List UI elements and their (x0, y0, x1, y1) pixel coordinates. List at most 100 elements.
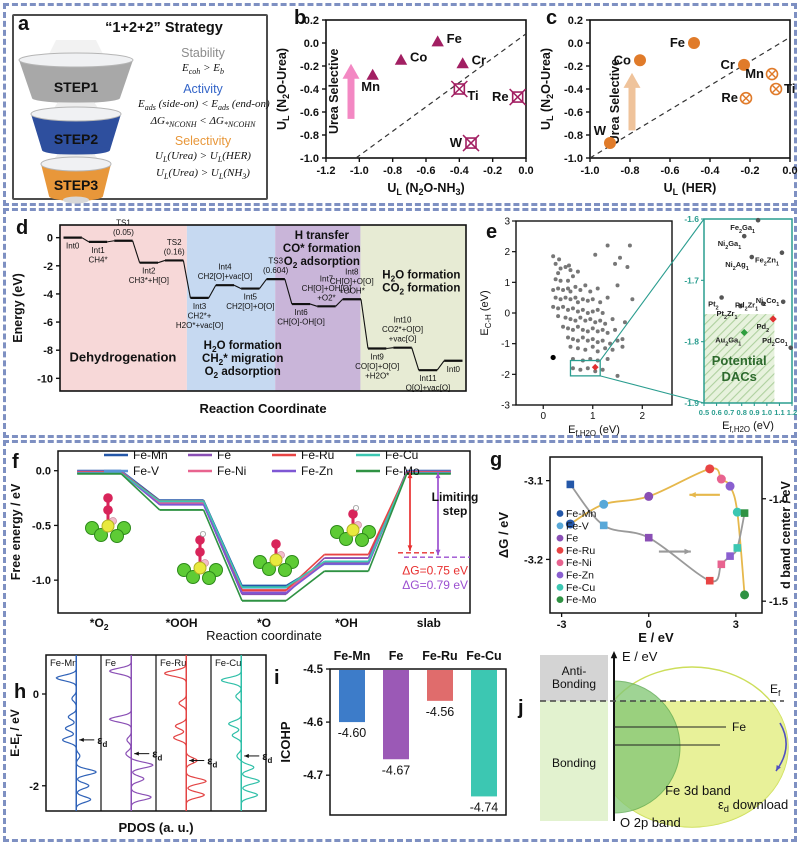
inset-point (719, 295, 724, 300)
cloud-point (610, 317, 615, 322)
cloud-point (615, 338, 620, 343)
x-axis-label: Reaction coordinate (206, 628, 322, 643)
x-tick-label: 0.0 (518, 165, 533, 177)
cloud-point (573, 295, 578, 300)
legend-swatch (556, 534, 564, 542)
legend-item: Fe-Mo (566, 594, 596, 606)
cloud-point (630, 297, 635, 302)
cloud-point (578, 315, 583, 320)
y-tick-label: 0.0 (36, 466, 51, 478)
inset-point (740, 328, 748, 337)
y-tick-label: 0 (504, 309, 510, 320)
cloud-point (557, 257, 562, 262)
cloud-point (585, 366, 590, 371)
cloud-point (570, 327, 575, 332)
anti-bonding-box (540, 655, 608, 701)
arrowhead (689, 491, 696, 498)
point-label: Cr (472, 53, 486, 68)
step-label: CH[O]+O[O] (330, 277, 374, 286)
funnel-step-body (19, 60, 133, 98)
data-point-Co (394, 53, 408, 65)
step-label: Int10 (394, 316, 412, 325)
cloud-point (575, 269, 580, 274)
cloud-point (563, 315, 568, 320)
cloud-point (605, 295, 610, 300)
data-point-Cr (456, 57, 469, 69)
cloud-point (600, 338, 605, 343)
step-label: Int4 (218, 263, 232, 272)
x-axis-label: UL (N2O-NH3) (387, 181, 464, 197)
arrowhead (610, 651, 618, 659)
cloud-point (558, 278, 563, 283)
point-label: W (450, 135, 463, 150)
step-label: +H2O* (365, 372, 389, 381)
cloud-point (595, 286, 600, 291)
cloud-point (556, 286, 561, 291)
y-axis-label: Energy (eV) (11, 273, 25, 342)
cloud-point (566, 307, 570, 312)
cloud-point (588, 317, 593, 322)
pdos-panel-name: Fe-Mn (50, 658, 77, 669)
y-tick-label: -2 (43, 261, 53, 273)
x-tick-label: 3 (733, 619, 739, 631)
region-label: CO2 formation (382, 282, 460, 296)
selectivity-arrow (342, 63, 360, 119)
panel-g-dual-axis: -3 0 3 -3.1 -3.2 -1.0 -1.5 E / eV ΔG / eV d band … (496, 456, 793, 645)
cloud-point (590, 326, 595, 331)
step-label: CH[O]-OH[O] (277, 318, 325, 327)
cloud-point (566, 335, 570, 340)
cloud-point (590, 337, 595, 342)
cloud-point (625, 265, 630, 269)
panel-j-label: j (518, 697, 524, 719)
x-tick-label: -3 (557, 619, 567, 631)
step-label: Int1 (91, 246, 105, 255)
pdos-panel-name: Fe-Cu (215, 658, 241, 669)
inset-point (738, 303, 743, 309)
pdos-curve (55, 657, 97, 809)
step-label: CH[O]+OH[O] (302, 284, 352, 293)
y-tick-label: -1.0 (300, 153, 319, 165)
legend-item: Fe-Ni (566, 557, 592, 569)
inset-point (741, 233, 747, 239)
legend-item: Fe-Mn (566, 508, 596, 520)
cloud-point (593, 320, 598, 325)
step-label: CO2*+O[O] (382, 325, 423, 334)
step-label: Int5 (244, 293, 258, 302)
bar-category-label: Fe-Cu (466, 649, 501, 663)
ed-annotation: εd (97, 735, 107, 749)
y-tick-label: 0.0 (304, 38, 319, 50)
arrowhead (435, 472, 441, 479)
cloud-point (568, 317, 573, 322)
cloud-point (575, 346, 580, 351)
panel-a-label: a (18, 13, 30, 35)
y-tick-label: -0.8 (300, 130, 319, 142)
cloud-point (598, 300, 603, 305)
molecule-inset (253, 539, 299, 577)
cloud-point (563, 265, 568, 269)
criteria-formula: Ecoh > Eb (182, 62, 224, 77)
cloud-point (580, 335, 585, 340)
arrowhead (776, 765, 781, 771)
point-label: Cr (721, 57, 735, 72)
bar-value-label: -4.60 (338, 726, 367, 740)
legend-item: Fe-V (566, 520, 589, 532)
legend-swatch (556, 522, 564, 530)
point-label: Fe (670, 35, 685, 50)
step-label: CH3*+H[O] (129, 276, 169, 285)
dg-point-Fe-Ru (705, 464, 715, 474)
point-label: Co (614, 52, 631, 67)
y-axis-label: ICOHP (278, 721, 293, 763)
cloud-point (570, 274, 575, 279)
arrowhead (435, 549, 441, 556)
category-label: *OOH (166, 616, 198, 630)
step-label: CH2[O]+vac[O] (198, 272, 252, 281)
cloud-point (620, 337, 625, 342)
fermi-level-label: Ef (770, 682, 781, 698)
point-label: Mn (745, 66, 764, 81)
bar-Fe-Mn (339, 670, 365, 723)
arrowhead (684, 548, 691, 555)
section-mechanism: Dehydrogenation H2O formation CH2* migrati… (3, 208, 797, 438)
inset-y-tick: -1.7 (684, 275, 699, 285)
step-label: Int9 (371, 353, 385, 362)
